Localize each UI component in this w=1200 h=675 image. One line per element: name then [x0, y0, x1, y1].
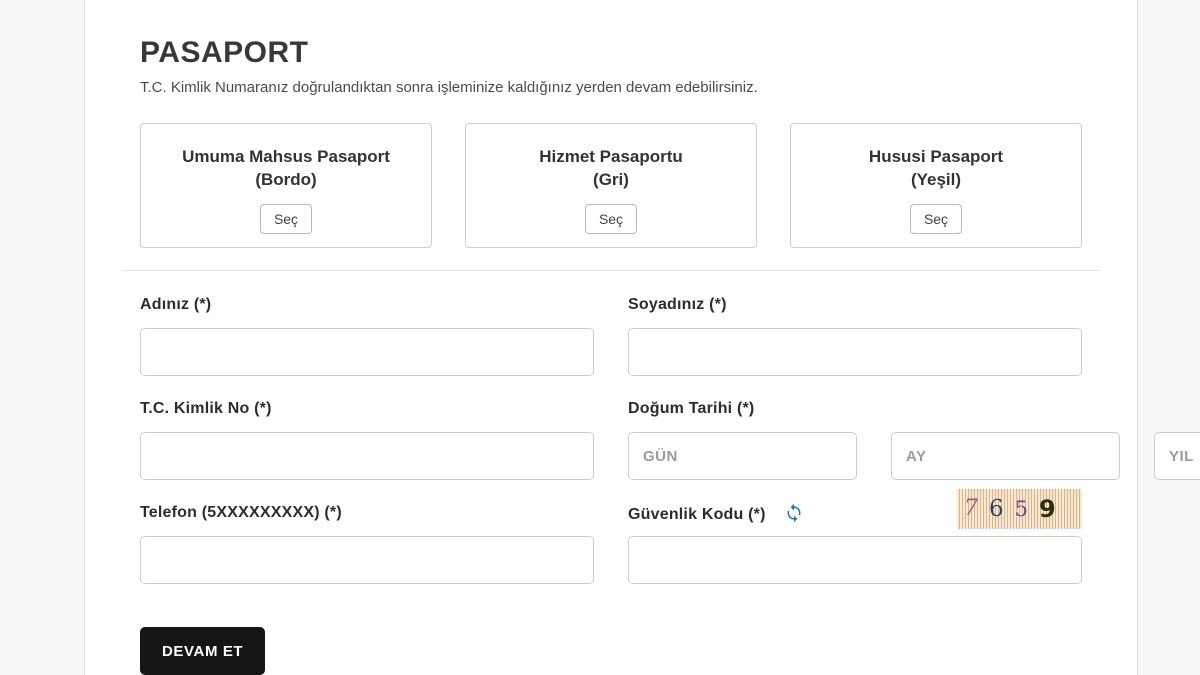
passport-type-cards: Umuma Mahsus Pasaport (Bordo) Seç Hizmet… [140, 123, 1082, 248]
last-name-label: Soyadınız (*) [628, 296, 727, 313]
select-bordo-button[interactable]: Seç [259, 204, 313, 234]
national-id-input[interactable] [140, 432, 594, 480]
card-title: Umuma Mahsus Pasaport (Bordo) [141, 145, 431, 191]
select-yesil-button[interactable]: Seç [909, 204, 963, 234]
security-code-input[interactable] [628, 536, 1082, 584]
form-row: Adınız (*) Soyadınız (*) [140, 295, 1082, 376]
last-name-group: Soyadınız (*) [628, 295, 1082, 376]
card-hususi-pasaport: Hususi Pasaport (Yeşil) Seç [790, 123, 1082, 248]
captcha-image: 7 6 5 9 [957, 489, 1082, 529]
captcha-digit: 6 [989, 495, 1004, 522]
main-container: PASAPORT T.C. Kimlik Numaranız doğruland… [122, 0, 1200, 675]
phone-label: Telefon (5XXXXXXXXX) (*) [140, 504, 342, 521]
captcha-digit: 7 [964, 496, 978, 521]
continue-button[interactable]: DEVAM ET [140, 627, 266, 675]
national-id-label: T.C. Kimlik No (*) [140, 400, 272, 417]
form-row: Telefon (5XXXXXXXXX) (*) Güvenlik Kodu (… [140, 489, 1082, 584]
first-name-input[interactable] [140, 328, 594, 376]
phone-group: Telefon (5XXXXXXXXX) (*) [140, 503, 594, 584]
captcha-digit: 9 [1039, 495, 1056, 523]
section-divider [122, 270, 1100, 271]
national-id-group: T.C. Kimlik No (*) [140, 399, 594, 480]
birth-date-label: Doğum Tarihi (*) [628, 400, 755, 417]
page-subtitle: T.C. Kimlik Numaranız doğrulandıktan son… [140, 79, 758, 96]
passport-name: Hizmet Pasaportu [539, 147, 683, 166]
first-name-group: Adınız (*) [140, 295, 594, 376]
birth-date-group: Doğum Tarihi (*) [628, 399, 1200, 480]
birth-date-inputs [628, 432, 1200, 480]
security-code-label: Güvenlik Kodu (*) [628, 506, 766, 523]
content-panel: PASAPORT T.C. Kimlik Numaranız doğruland… [84, 0, 1200, 675]
passport-variant: (Gri) [593, 170, 629, 189]
security-code-group: Güvenlik Kodu (*) 7 6 [628, 489, 1082, 584]
passport-variant: (Yeşil) [910, 170, 962, 189]
refresh-icon [784, 503, 804, 526]
security-code-header: Güvenlik Kodu (*) 7 6 [628, 489, 1082, 529]
birth-month-input[interactable] [891, 432, 1120, 480]
captcha-digit: 5 [1014, 496, 1029, 521]
select-gri-button[interactable]: Seç [584, 204, 638, 234]
card-title: Hizmet Pasaportu (Gri) [466, 145, 756, 191]
passport-name: Hususi Pasaport [868, 147, 1004, 166]
page-title: PASAPORT [140, 36, 309, 69]
form-row: T.C. Kimlik No (*) Doğum Tarihi (*) [140, 399, 1200, 480]
birth-year-input[interactable] [1154, 432, 1200, 480]
card-umuma-mahsus-pasaport: Umuma Mahsus Pasaport (Bordo) Seç [140, 123, 432, 248]
first-name-label: Adınız (*) [140, 296, 212, 313]
card-title: Hususi Pasaport (Yeşil) [791, 145, 1081, 191]
passport-variant: (Bordo) [255, 170, 317, 189]
birth-day-input[interactable] [628, 432, 857, 480]
passport-name: Umuma Mahsus Pasaport [182, 147, 390, 166]
phone-input[interactable] [140, 536, 594, 584]
last-name-input[interactable] [628, 328, 1082, 376]
applicant-form: Adınız (*) Soyadınız (*) T.C. Kimlik No … [140, 295, 1200, 675]
captcha-refresh-button[interactable] [784, 503, 804, 523]
card-hizmet-pasaportu: Hizmet Pasaportu (Gri) Seç [465, 123, 757, 248]
